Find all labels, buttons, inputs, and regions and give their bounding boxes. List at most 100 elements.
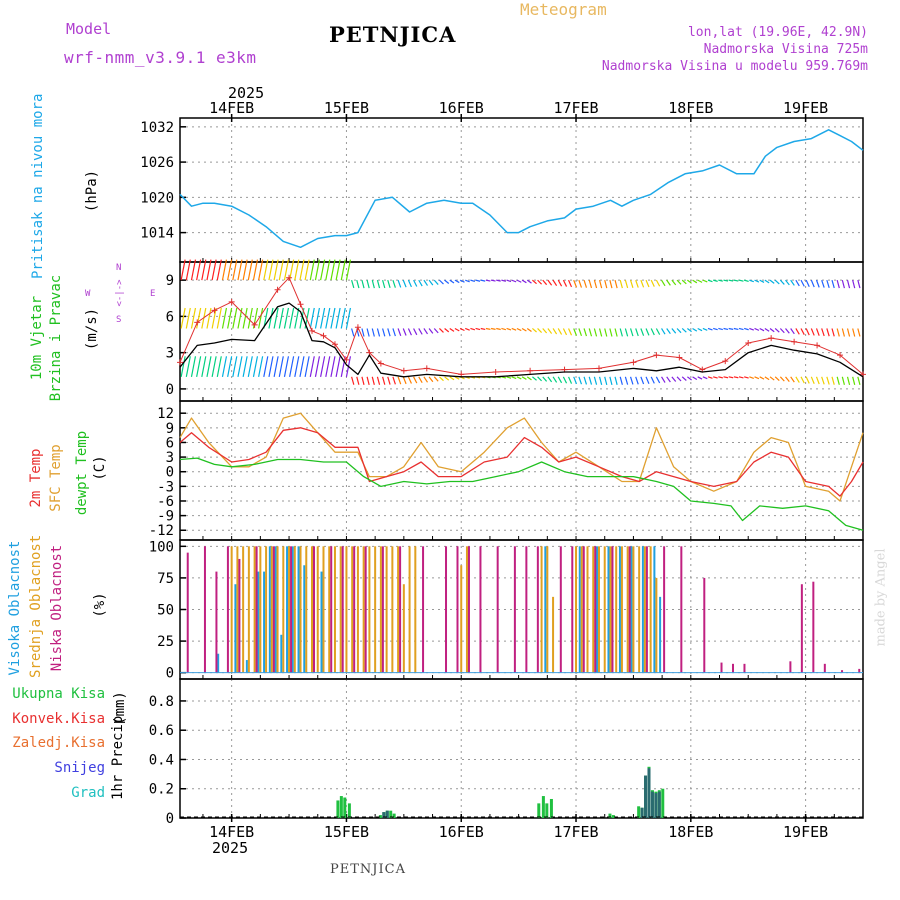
wind-gust-marker [745, 339, 752, 346]
cloud-bar-srednja [293, 546, 296, 673]
y-tick-label: -12 [149, 523, 174, 539]
wind-arrow [836, 328, 840, 337]
wind-arrow [583, 376, 588, 385]
wind-arrow [857, 279, 861, 289]
year-bottom: 2025 [212, 839, 249, 857]
y-tick-label: 0 [166, 465, 174, 481]
wind-arrow [759, 279, 765, 283]
wind-arrow [588, 328, 593, 337]
wind-arrow [526, 279, 532, 284]
wind-arrow [671, 376, 677, 382]
temp-2m-line [179, 427, 864, 497]
day-label-bottom: 15FEB [324, 823, 369, 841]
wind-arrow [283, 307, 290, 329]
elevation-label: Nadmorska Visina 725m [703, 42, 868, 57]
cloud-bar-srednja [288, 546, 291, 673]
wind-arrow [268, 356, 274, 377]
cloud-bar-srednja [316, 546, 319, 673]
wind-arrow [676, 328, 682, 334]
wind-gust-marker [354, 324, 361, 331]
wind-arrow [242, 356, 248, 377]
wind-arrow [852, 279, 856, 289]
wind-arrow [836, 376, 840, 385]
wind-arrow [521, 376, 527, 380]
cloud-bar-niska [571, 546, 574, 673]
wind-arrow [635, 279, 639, 288]
wind-arrow [325, 307, 331, 329]
wind-arrow [340, 307, 346, 329]
wind-arrow [283, 356, 290, 377]
cloud-bar-visoka [274, 546, 277, 673]
pressure-line [179, 129, 864, 249]
model-name: wrf-nmm_v3.9.1 e3km [64, 48, 257, 67]
wind-arrow [645, 279, 650, 288]
wind-arrow [506, 376, 512, 379]
wind-arrow [449, 279, 455, 284]
cloud-bar-srednja [626, 546, 629, 673]
cloud-bar-niska [823, 663, 826, 673]
wind-arrow [351, 376, 355, 385]
wind-arrow [470, 327, 476, 331]
wind-arrow [629, 279, 634, 288]
wind-arrow [697, 279, 703, 283]
wind-arrow [423, 279, 429, 286]
precip-bar-snijeg [644, 775, 648, 818]
cloud-bar-niska [255, 546, 258, 673]
cloud-bar-niska [186, 552, 189, 673]
wind-arrow [841, 328, 845, 337]
wind-arrow [413, 376, 418, 384]
wind-arrow [247, 307, 253, 329]
cloud-bar-srednja [609, 546, 612, 673]
wind-arrow [314, 259, 321, 281]
cloud-bar-srednja [368, 546, 371, 673]
cloud-bar-visoka [263, 571, 266, 673]
wind-arrow [805, 376, 810, 384]
cloud-bar-niska [381, 546, 384, 673]
wind-arrow [345, 259, 352, 281]
wind-arrow [759, 327, 765, 332]
precip-bar-ukupna-kisa [637, 806, 641, 818]
y-tick-label: 12 [157, 406, 174, 422]
wind-arrow [526, 376, 532, 381]
wind-arrow [190, 259, 197, 281]
wind-arrow [744, 327, 749, 331]
wind-arrow [392, 279, 396, 288]
wind-arrow [598, 279, 603, 289]
cloud-bar-niska [353, 546, 356, 673]
wind-arrow [537, 279, 543, 285]
wind-arrow [418, 328, 423, 335]
wind-arrow [521, 279, 527, 284]
wind-arrow [702, 279, 708, 283]
wind-arrow [676, 279, 682, 285]
wind-arrow [635, 328, 639, 337]
wind-arrow [320, 356, 326, 377]
cloud-bar-niska [628, 546, 631, 673]
cloud-bar-niska [720, 662, 723, 673]
wind-arrow [542, 279, 548, 286]
wind-arrow [749, 327, 754, 331]
wind-arrow [444, 279, 450, 284]
wind-arrow [423, 376, 429, 383]
wind-gust-marker [274, 286, 281, 293]
cloud-bar-srednja [247, 546, 250, 673]
cloud-bar-niska [445, 546, 448, 673]
cloud-bar-visoka [234, 584, 237, 673]
y-tick-label: 0.6 [149, 723, 174, 739]
wind-arrow [821, 279, 825, 288]
wind-arrow [614, 279, 618, 289]
cloud-bar-niska [645, 546, 648, 673]
cloud-bar-srednja [265, 546, 268, 673]
wind-arrow [790, 328, 795, 335]
wind-arrow [800, 376, 805, 384]
wind-arrow [774, 376, 780, 382]
wind-arrow [733, 376, 739, 379]
wind-arrow [196, 259, 202, 281]
wind-arrow [335, 259, 341, 281]
cloud-bar-srednja [305, 546, 308, 673]
cloud-bar-visoka [607, 546, 610, 673]
wind-arrow [671, 279, 677, 286]
wind-arrow [485, 327, 491, 330]
wind-arrow [687, 376, 692, 381]
wind-arrow [397, 328, 402, 336]
wind-arrow [640, 376, 645, 385]
